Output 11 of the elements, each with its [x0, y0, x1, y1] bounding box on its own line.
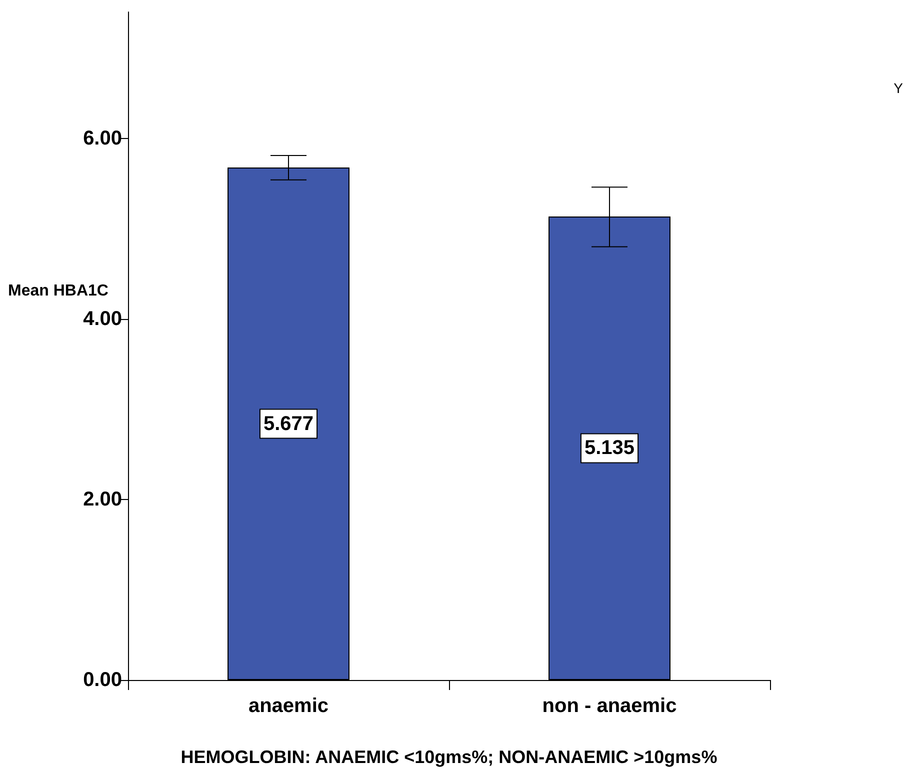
text: Y — [894, 80, 904, 96]
x-tick-label: non - anaemic — [542, 695, 677, 717]
y-tick-label: 2.00 — [83, 488, 122, 510]
y-tick-label: 6.00 — [83, 127, 122, 150]
y-tick-label: 4.00 — [83, 308, 122, 330]
y-axis-title: Mean HBA1C — [8, 282, 109, 300]
y-tick-label: 0.00 — [83, 669, 122, 691]
data-label: 5.677 — [263, 412, 314, 435]
data-label: 5.135 — [584, 437, 635, 460]
x-axis-title: HEMOGLOBIN: ANAEMIC <10gms%; NON-ANAEMIC >10gms% — [180, 747, 718, 767]
x-tick-label: anaemic — [248, 695, 329, 717]
